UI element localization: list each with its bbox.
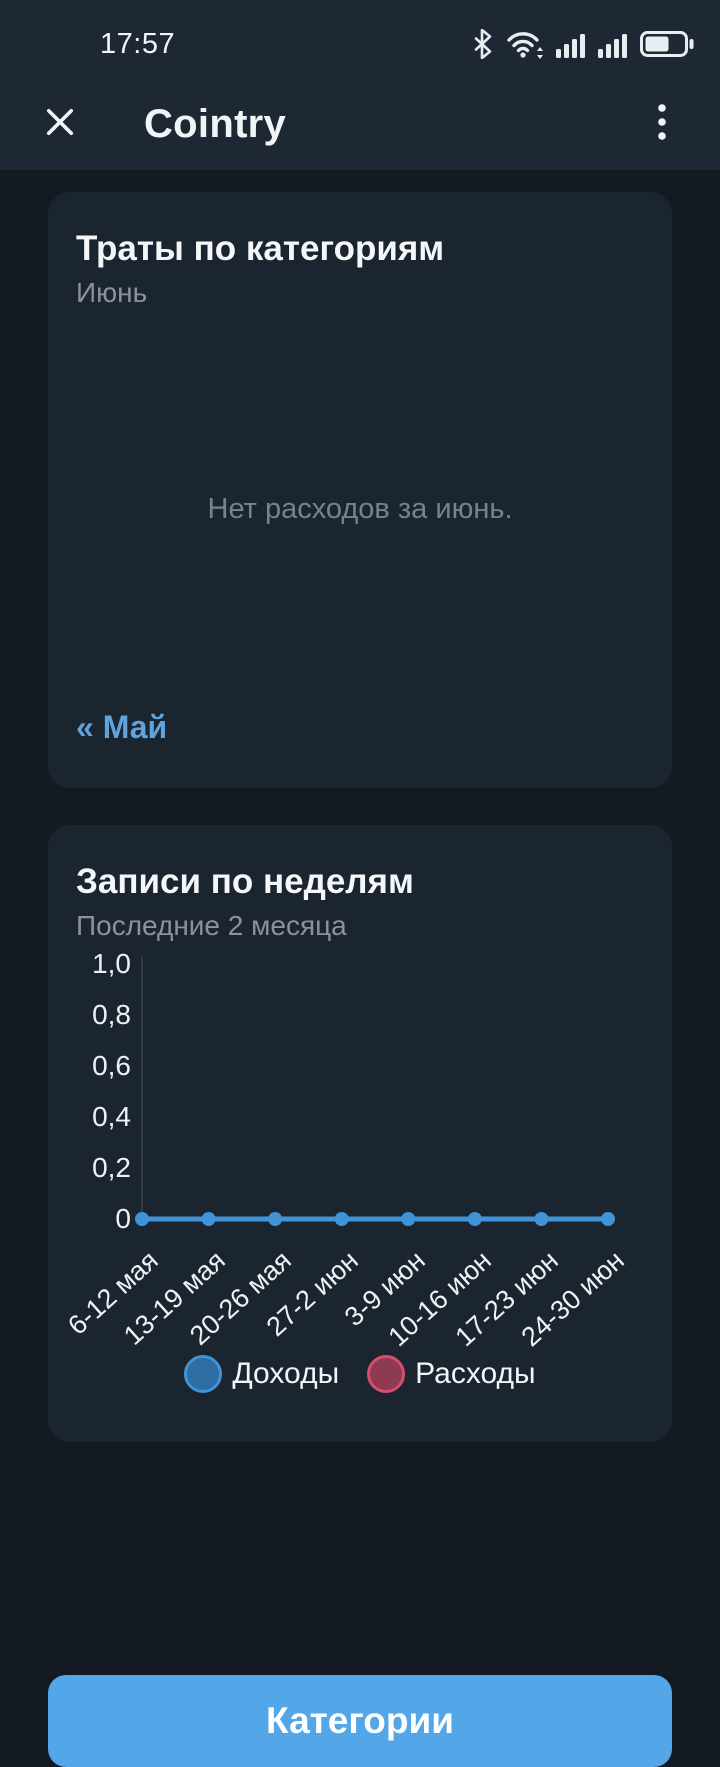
categories-button[interactable]: Категории xyxy=(48,1675,672,1767)
legend-dot-icon xyxy=(184,1355,223,1393)
battery-icon xyxy=(640,30,694,58)
card-title: Записи по неделям xyxy=(76,862,414,901)
legend-dot-icon xyxy=(367,1355,406,1393)
page-content: Траты по категориям Июнь Нет расходов за… xyxy=(0,170,720,1767)
chart-point xyxy=(334,1212,349,1226)
y-axis-tick: 0 xyxy=(115,1203,131,1234)
weekly-line-chart: 1,0 0,8 0,6 0,4 0,2 0 6-12 мая 13-19 мая 20-26 м… xyxy=(62,948,644,1418)
prev-month-link[interactable]: « Май xyxy=(76,709,168,745)
legend-label: Доходы xyxy=(232,1357,340,1390)
chart-point xyxy=(467,1212,482,1226)
legend-item[interactable]: Расходы xyxy=(367,1355,536,1393)
expenses-by-category-card: Траты по категориям Июнь Нет расходов за… xyxy=(48,192,672,788)
empty-state-text: Нет расходов за июнь. xyxy=(207,493,513,525)
status-icons xyxy=(472,29,694,59)
status-bar: 17:57 xyxy=(0,0,720,78)
chart-point xyxy=(135,1212,149,1226)
chart-point xyxy=(534,1212,549,1226)
legend-label: Расходы xyxy=(415,1357,536,1390)
y-axis-line xyxy=(141,957,143,1220)
close-button[interactable] xyxy=(38,102,82,146)
card-subtitle: Июнь xyxy=(76,277,148,308)
chart-legend: Доходы Расходы xyxy=(76,1355,644,1393)
y-axis-tick: 0,8 xyxy=(92,999,131,1030)
header-bar: Cointry xyxy=(0,78,720,170)
signal-icon xyxy=(556,30,586,58)
y-axis-tick: 1,0 xyxy=(92,948,131,979)
bluetooth-icon xyxy=(472,29,494,59)
kebab-menu-icon xyxy=(657,103,667,146)
y-axis-tick: 0,6 xyxy=(92,1050,131,1081)
close-icon xyxy=(42,104,78,145)
page-title: Cointry xyxy=(144,101,287,146)
chart-point xyxy=(201,1212,216,1226)
signal-icon xyxy=(598,30,628,58)
chart-point xyxy=(401,1212,416,1226)
y-axis-tick: 0,4 xyxy=(92,1101,131,1132)
legend-item[interactable]: Доходы xyxy=(184,1355,339,1393)
y-axis-tick: 0,2 xyxy=(92,1152,131,1183)
menu-button[interactable] xyxy=(642,102,682,146)
empty-state: Нет расходов за июнь. xyxy=(76,310,644,709)
chart-plot-area xyxy=(135,1212,615,1226)
chart-point xyxy=(268,1212,283,1226)
top-bar: 17:57 xyxy=(0,0,720,170)
card-subtitle: Последние 2 месяца xyxy=(76,910,347,941)
wifi-icon xyxy=(506,29,544,59)
card-title: Траты по категориям xyxy=(76,229,445,268)
status-time: 17:57 xyxy=(100,27,176,60)
chart-point xyxy=(601,1212,615,1226)
weekly-records-card: Записи по неделям Последние 2 месяца 1,0… xyxy=(48,825,672,1442)
